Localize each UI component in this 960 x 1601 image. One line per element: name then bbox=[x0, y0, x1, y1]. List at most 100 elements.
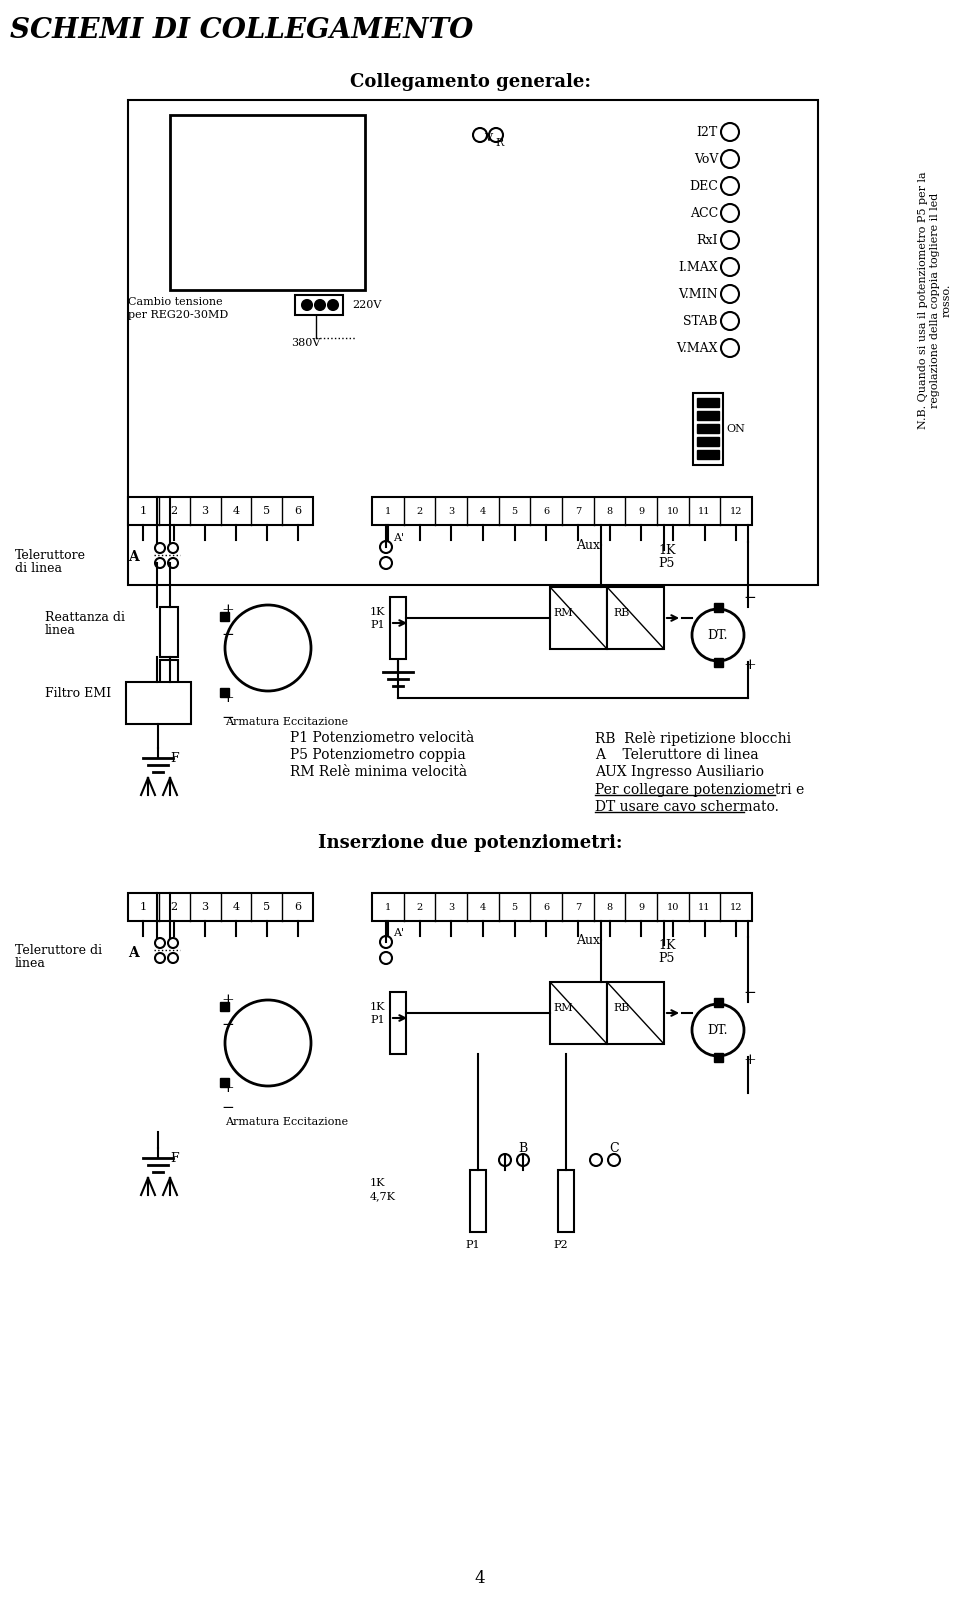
Text: +: + bbox=[222, 692, 234, 704]
Text: P1: P1 bbox=[466, 1241, 480, 1250]
Text: 10: 10 bbox=[666, 903, 679, 911]
Text: Collegamento generale:: Collegamento generale: bbox=[349, 74, 590, 91]
Text: 4: 4 bbox=[480, 903, 486, 911]
Circle shape bbox=[155, 543, 165, 552]
Circle shape bbox=[692, 608, 744, 661]
Text: −: − bbox=[222, 628, 234, 642]
Text: DT usare cavo schermato.: DT usare cavo schermato. bbox=[595, 800, 779, 813]
Text: 3: 3 bbox=[202, 901, 208, 913]
Text: +: + bbox=[222, 1081, 234, 1095]
Text: AUX Ingresso Ausiliario: AUX Ingresso Ausiliario bbox=[595, 765, 764, 780]
Text: A: A bbox=[128, 946, 138, 961]
Text: A': A' bbox=[393, 929, 404, 938]
Circle shape bbox=[517, 1154, 529, 1166]
Text: 11: 11 bbox=[698, 903, 710, 911]
Circle shape bbox=[721, 231, 739, 250]
Bar bbox=[607, 981, 664, 1044]
Circle shape bbox=[380, 937, 392, 948]
Bar bbox=[220, 612, 228, 621]
Text: 4: 4 bbox=[480, 506, 486, 516]
Text: F: F bbox=[171, 1151, 180, 1164]
Circle shape bbox=[302, 299, 312, 311]
Bar bbox=[390, 597, 406, 660]
Bar bbox=[295, 295, 343, 315]
Text: I.MAX: I.MAX bbox=[679, 261, 718, 274]
Circle shape bbox=[380, 541, 392, 552]
Text: RB: RB bbox=[613, 1002, 630, 1013]
Bar bbox=[372, 496, 752, 525]
Text: 11: 11 bbox=[698, 506, 710, 516]
Text: 6: 6 bbox=[294, 901, 301, 913]
Text: DT.: DT. bbox=[708, 1023, 729, 1036]
Text: 8: 8 bbox=[607, 903, 612, 911]
Text: 6: 6 bbox=[543, 903, 549, 911]
Text: 5: 5 bbox=[263, 506, 271, 516]
Text: 1: 1 bbox=[385, 506, 391, 516]
Circle shape bbox=[155, 559, 165, 568]
Text: 4,7K: 4,7K bbox=[370, 1191, 396, 1201]
Text: 3: 3 bbox=[448, 903, 454, 911]
Text: R: R bbox=[496, 138, 504, 147]
Text: 5: 5 bbox=[512, 506, 517, 516]
Circle shape bbox=[380, 953, 392, 964]
Text: 4: 4 bbox=[232, 901, 239, 913]
Text: P1 Potenziometro velocità: P1 Potenziometro velocità bbox=[290, 732, 474, 744]
Circle shape bbox=[155, 938, 165, 948]
Bar bbox=[693, 392, 723, 464]
Text: 1K: 1K bbox=[658, 938, 676, 951]
Text: 7: 7 bbox=[575, 506, 581, 516]
Bar bbox=[128, 893, 313, 921]
Bar bbox=[697, 399, 719, 407]
Bar bbox=[390, 993, 406, 1053]
Text: 1: 1 bbox=[140, 901, 147, 913]
Text: 1K: 1K bbox=[370, 607, 386, 616]
Bar bbox=[697, 424, 719, 432]
Circle shape bbox=[225, 1001, 311, 1085]
Bar bbox=[128, 99, 818, 584]
Text: 1K: 1K bbox=[658, 543, 676, 557]
Circle shape bbox=[315, 299, 325, 311]
Circle shape bbox=[721, 258, 739, 275]
Text: P5 Potenziometro coppia: P5 Potenziometro coppia bbox=[290, 748, 466, 762]
Bar bbox=[160, 660, 178, 709]
Bar bbox=[697, 437, 719, 447]
Bar bbox=[550, 588, 607, 648]
Text: 10: 10 bbox=[666, 506, 679, 516]
Circle shape bbox=[155, 953, 165, 962]
Bar bbox=[713, 602, 723, 612]
Text: +: + bbox=[222, 993, 234, 1007]
Text: linea: linea bbox=[45, 623, 76, 637]
Text: A': A' bbox=[393, 533, 404, 543]
Circle shape bbox=[489, 128, 503, 142]
Text: STAB: STAB bbox=[684, 314, 718, 328]
Circle shape bbox=[608, 1154, 620, 1166]
Text: 1: 1 bbox=[140, 506, 147, 516]
Text: B: B bbox=[518, 1142, 528, 1154]
Circle shape bbox=[225, 605, 311, 692]
Text: VoV: VoV bbox=[694, 152, 718, 165]
Text: DT.: DT. bbox=[708, 629, 729, 642]
Text: −: − bbox=[222, 1018, 234, 1033]
Text: SCHEMI DI COLLEGAMENTO: SCHEMI DI COLLEGAMENTO bbox=[10, 16, 473, 43]
Text: 1: 1 bbox=[385, 903, 391, 911]
Circle shape bbox=[721, 150, 739, 168]
Text: −: − bbox=[744, 591, 756, 605]
Circle shape bbox=[473, 128, 487, 142]
Text: 9: 9 bbox=[638, 903, 644, 911]
Circle shape bbox=[721, 339, 739, 357]
Bar bbox=[160, 607, 178, 656]
Circle shape bbox=[168, 543, 178, 552]
Bar bbox=[550, 981, 607, 1044]
Text: 1K: 1K bbox=[370, 1002, 386, 1012]
Circle shape bbox=[168, 559, 178, 568]
Text: V: V bbox=[484, 133, 492, 142]
Circle shape bbox=[721, 123, 739, 141]
Text: 8: 8 bbox=[607, 506, 612, 516]
Text: +: + bbox=[744, 658, 756, 672]
Text: −: − bbox=[222, 1101, 234, 1114]
Text: Per collegare potenziometri e: Per collegare potenziometri e bbox=[595, 783, 804, 797]
Text: 1K: 1K bbox=[370, 1178, 386, 1188]
Text: RM: RM bbox=[553, 608, 573, 618]
Text: −: − bbox=[744, 986, 756, 1001]
Text: 6: 6 bbox=[543, 506, 549, 516]
